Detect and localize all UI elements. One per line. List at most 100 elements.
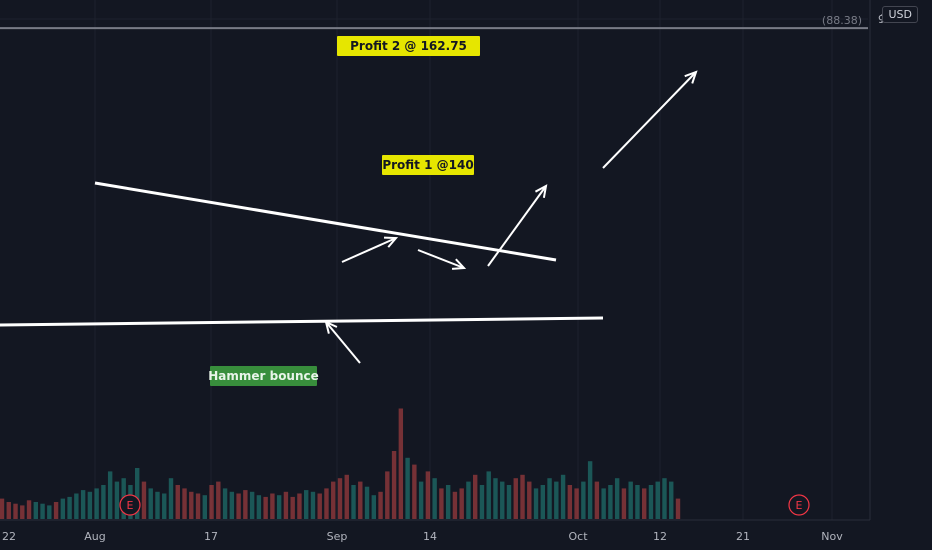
volume-bar <box>412 464 417 519</box>
resistance-trendline[interactable] <box>94 181 557 262</box>
earnings-marker[interactable] <box>119 494 141 516</box>
trend-drawings[interactable] <box>0 70 698 364</box>
volume-bar <box>391 451 397 519</box>
volume-bar <box>290 496 295 519</box>
currency-button[interactable]: USD <box>882 6 918 23</box>
x-tick-label: 14 <box>423 530 437 543</box>
volume-bar <box>587 461 593 519</box>
earnings-marker-label: E <box>127 499 134 512</box>
bounce-arrow-head <box>383 236 399 248</box>
x-tick-label: Oct <box>568 530 588 543</box>
volume-bar <box>574 488 579 519</box>
x-tick-label: Aug <box>84 530 105 543</box>
annotation-box <box>337 36 480 56</box>
volume-bar <box>297 493 302 519</box>
bounce-arrow[interactable] <box>341 237 397 263</box>
earnings-marker[interactable] <box>788 494 810 516</box>
breakout-arrow[interactable] <box>487 185 547 267</box>
x-tick-label: 22 <box>2 530 16 543</box>
volume-bar <box>527 481 532 519</box>
volume-bar <box>276 495 282 519</box>
volume-bar <box>202 495 207 519</box>
volume-bar <box>6 502 11 519</box>
volume-bar <box>256 495 262 519</box>
volume-bar <box>608 485 613 519</box>
volume-bar <box>148 488 153 519</box>
volume-bar <box>80 490 86 519</box>
x-tick-label: 21 <box>736 530 750 543</box>
volume-bar <box>439 488 444 519</box>
volume-bar <box>195 493 201 519</box>
volume-bar <box>554 481 559 519</box>
volume-bar <box>67 496 72 519</box>
support-trendline[interactable] <box>0 316 604 327</box>
volume-bar <box>60 498 66 519</box>
volume-bar <box>425 471 431 519</box>
volume-bar <box>249 491 255 519</box>
volume-bar <box>141 481 147 519</box>
volume-bar <box>155 491 160 519</box>
target-arrow[interactable] <box>602 71 697 169</box>
volume-bar <box>662 478 667 519</box>
volume-bar <box>87 491 93 519</box>
horizontal-levels[interactable]: (162.75)(146.85)(135.69)(124.52)(110.71)… <box>0 0 868 30</box>
volume-bar <box>0 498 5 519</box>
time-axis[interactable]: 22 Aug 17 Sep 14 Oct 12 21 Nov <box>0 519 870 543</box>
volume-bar <box>26 500 32 519</box>
volume-bar <box>466 481 471 519</box>
volume-bar <box>547 478 552 519</box>
volume-bars <box>0 408 681 519</box>
volume-bar <box>168 478 174 519</box>
volume-bar <box>243 490 248 519</box>
volume-bar <box>162 493 167 519</box>
volume-bar <box>385 471 390 519</box>
volume-bar <box>594 481 600 519</box>
hammer-arrow[interactable] <box>325 321 361 364</box>
volume-bar <box>493 478 498 519</box>
retest-arrow[interactable] <box>417 249 465 269</box>
annotation-box <box>210 366 317 386</box>
volume-bar <box>222 488 228 519</box>
volume-bar <box>655 481 660 519</box>
volume-bar <box>263 496 268 519</box>
level-label: (88.38) <box>822 14 862 27</box>
volume-bar <box>642 488 647 519</box>
volume-bar <box>40 503 45 519</box>
volume-bar <box>601 488 606 519</box>
volume-bar <box>53 502 59 519</box>
earnings-marker-label: E <box>796 499 803 512</box>
volume-bar <box>675 498 681 519</box>
volume-bar <box>405 457 410 519</box>
volume-bar <box>533 488 539 519</box>
volume-bar <box>452 491 458 519</box>
annotation-box <box>382 155 474 175</box>
volume-bar <box>669 481 674 519</box>
volume-bar <box>344 474 349 519</box>
target-arrow-head <box>684 70 698 84</box>
volume-bar <box>459 488 464 519</box>
volume-bar <box>283 491 289 519</box>
volume-bar <box>540 485 545 519</box>
volume-bar <box>114 481 120 519</box>
volume-bar <box>216 481 221 519</box>
volume-bar <box>135 468 140 519</box>
volume-bar <box>378 491 383 519</box>
volume-bar <box>500 481 505 519</box>
volume-bar <box>358 481 363 519</box>
volume-bar <box>479 485 485 519</box>
volume-bar <box>270 493 275 519</box>
volume-bar <box>567 485 573 519</box>
volume-bar <box>648 485 654 519</box>
volume-bar <box>209 485 214 519</box>
volume-bar <box>351 485 356 519</box>
x-tick-label: 12 <box>653 530 667 543</box>
volume-bar <box>398 408 404 519</box>
retest-arrow-head <box>451 258 467 270</box>
price-axis[interactable]: 90.00100.00110.00120.00130.00140.00150.0… <box>869 0 932 550</box>
volume-bar <box>513 478 518 519</box>
price-axis-bg <box>870 0 932 550</box>
volume-bar <box>189 491 194 519</box>
